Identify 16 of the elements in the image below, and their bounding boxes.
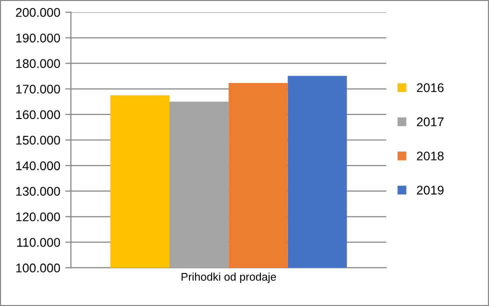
y-tick-label: 150.000 [16,136,60,145]
legend-label: 2018 [416,152,444,160]
y-tick-label: 170.000 [16,84,60,94]
y-tick-label: 120.000 [16,212,60,222]
y-tick-label: 180.000 [16,59,60,68]
y-tick-label: 110.000 [17,238,60,247]
legend-label: 2017 [416,117,444,126]
y-tick-label: 130.000 [16,186,60,196]
y-tick-label: 100.000 [16,264,60,272]
legend-label: 2016 [416,83,444,92]
y-tick-label: 200.000 [16,8,60,17]
y-tick-label: 190.000 [16,34,60,42]
x-tick-label: Prihodki od prodaje [182,272,276,283]
legend-label: 2019 [416,186,444,195]
y-tick-label: 160.000 [16,110,60,120]
y-tick-label: 140.000 [16,161,60,170]
